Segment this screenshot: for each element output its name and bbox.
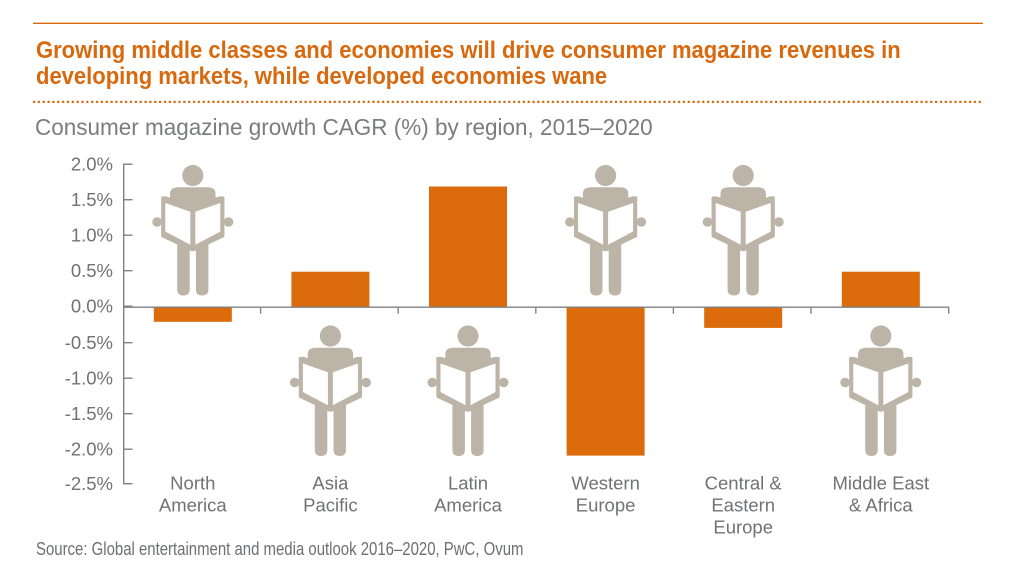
svg-text:Eastern: Eastern bbox=[711, 495, 775, 516]
svg-text:America: America bbox=[434, 495, 503, 516]
svg-text:Latin: Latin bbox=[448, 473, 488, 494]
svg-text:1.5%: 1.5% bbox=[71, 189, 113, 210]
svg-text:Middle East: Middle East bbox=[832, 473, 929, 494]
svg-text:-1.5%: -1.5% bbox=[65, 403, 113, 424]
svg-text:Central &: Central & bbox=[705, 473, 783, 494]
svg-text:Europe: Europe bbox=[713, 517, 773, 538]
svg-text:Pacific: Pacific bbox=[303, 495, 358, 516]
svg-text:-2.5%: -2.5% bbox=[65, 473, 113, 494]
svg-text:2.0%: 2.0% bbox=[71, 153, 113, 174]
svg-text:0.5%: 0.5% bbox=[71, 260, 113, 281]
svg-text:1.0%: 1.0% bbox=[71, 224, 113, 245]
svg-text:North: North bbox=[170, 473, 215, 494]
svg-text:-2.0%: -2.0% bbox=[65, 438, 113, 459]
svg-text:-0.5%: -0.5% bbox=[65, 332, 113, 353]
svg-text:Europe: Europe bbox=[576, 495, 636, 516]
svg-text:-1.0%: -1.0% bbox=[65, 367, 113, 388]
svg-text:America: America bbox=[159, 495, 228, 516]
svg-text:Asia: Asia bbox=[312, 473, 349, 494]
svg-text:Western: Western bbox=[571, 473, 640, 494]
svg-text:& Africa: & Africa bbox=[849, 495, 913, 516]
svg-text:0.0%: 0.0% bbox=[71, 295, 113, 316]
